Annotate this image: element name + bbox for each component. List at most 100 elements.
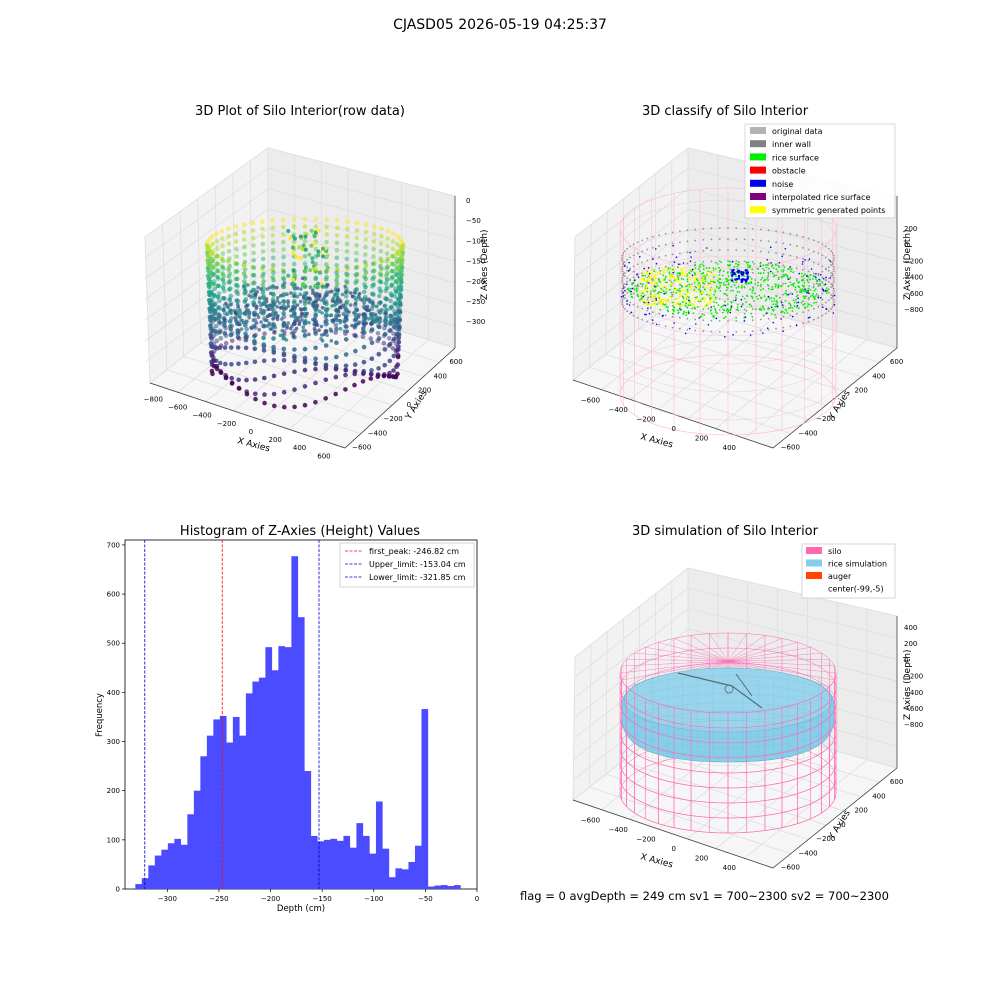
- spike-point: [298, 234, 303, 239]
- rice-surface-point: [814, 295, 817, 297]
- symmetric-point: [653, 300, 656, 303]
- rice-surface-point: [665, 291, 668, 294]
- inner-wall-point: [759, 250, 762, 253]
- rice-surface-point: [747, 264, 749, 267]
- wall-point: [368, 328, 374, 334]
- rice-surface-point: [687, 310, 690, 313]
- inner-wall-point: [646, 248, 649, 251]
- symmetric-point: [713, 297, 716, 300]
- rice-surface-point: [703, 283, 705, 285]
- auger-line: [677, 672, 733, 687]
- wall-point: [394, 241, 400, 247]
- noise-point: [689, 260, 692, 263]
- rice-surface-point: [644, 274, 647, 277]
- wall-point: [375, 331, 381, 336]
- symmetric-point: [704, 297, 707, 300]
- inner-wall-point: [702, 330, 705, 333]
- grid-line: [687, 587, 898, 639]
- rice-surface-point: [732, 299, 735, 302]
- rice-surface-point: [813, 298, 816, 300]
- noise-point: [804, 288, 806, 290]
- symmetric-point: [679, 292, 682, 295]
- wall-point: [270, 233, 276, 238]
- spike-point: [317, 270, 322, 275]
- noise-point: [645, 314, 647, 316]
- inner-wall-point: [629, 256, 631, 259]
- surface-point: [268, 313, 273, 318]
- wall-point: [292, 299, 297, 304]
- silo-roof-line: [619, 660, 729, 674]
- auger-line: [735, 673, 753, 697]
- spike-point: [308, 268, 313, 273]
- plot1-z-tick: −50: [466, 217, 481, 225]
- rice-surface-point: [726, 303, 729, 305]
- rice-surface-point: [641, 292, 644, 295]
- symmetric-point: [668, 277, 671, 280]
- inner-wall-point: [694, 261, 697, 264]
- rice-surface-point: [693, 282, 696, 284]
- wall-point: [398, 284, 403, 290]
- inner-wall-point: [624, 308, 626, 310]
- surface-point: [275, 299, 280, 303]
- surface-point: [337, 300, 342, 304]
- rice-surface-point: [746, 294, 748, 297]
- inner-wall-point: [767, 262, 770, 265]
- inner-wall-point: [833, 257, 835, 259]
- symmetric-point: [709, 299, 711, 302]
- symmetric-point: [650, 280, 653, 283]
- wall-point: [241, 222, 247, 227]
- wall-point: [392, 301, 398, 306]
- wall-point: [215, 246, 220, 251]
- wall-point: [369, 291, 375, 297]
- wall-point: [323, 314, 329, 320]
- inner-wall-point: [664, 243, 667, 246]
- surface-point: [235, 302, 240, 307]
- grid-line: [622, 761, 827, 826]
- rice-surface-point: [712, 276, 715, 279]
- noise-point: [630, 311, 633, 314]
- wall-point: [271, 277, 276, 283]
- rice-surface-point: [729, 268, 732, 271]
- rice-surface-point: [632, 282, 635, 285]
- symmetric-point: [680, 269, 683, 272]
- histogram-bar: [349, 847, 357, 889]
- wall-point: [208, 266, 213, 272]
- wall-point: [251, 250, 256, 256]
- rice-surface-point: [639, 282, 642, 285]
- noise-point: [833, 294, 836, 297]
- noise-point: [626, 300, 628, 302]
- rice-surface-point: [667, 306, 669, 309]
- inner-wall-point: [621, 265, 624, 268]
- plot4-z-tick: −600: [904, 705, 923, 713]
- wall-point: [370, 284, 375, 289]
- rice-surface-point: [724, 315, 727, 318]
- wall-point: [234, 261, 240, 267]
- surface-point: [235, 320, 239, 324]
- inner-wall-point: [679, 230, 681, 233]
- inner-wall-point: [827, 310, 830, 313]
- noise-point: [673, 322, 675, 324]
- surface-point: [254, 321, 259, 325]
- wall-point: [291, 216, 297, 222]
- noise-point: [655, 297, 657, 300]
- rice-surface-point: [677, 276, 680, 279]
- plot2-z-tick: 0: [904, 241, 908, 249]
- silo-roof-line: [727, 659, 830, 662]
- rice-surface-point: [808, 303, 811, 306]
- rice-surface-point: [776, 270, 779, 273]
- rice-surface-point: [762, 280, 765, 283]
- inner-wall-point: [624, 297, 626, 299]
- noise-point: [769, 246, 772, 248]
- inner-wall-point: [817, 274, 820, 277]
- rice-surface-point: [714, 261, 717, 264]
- noise-point: [818, 278, 820, 281]
- surface-point: [295, 303, 300, 307]
- rice-surface-point: [664, 292, 667, 295]
- surface-point: [268, 291, 273, 296]
- histogram-bars: [135, 556, 461, 889]
- spike-point: [291, 268, 296, 273]
- noise-point: [631, 287, 634, 290]
- wall-point: [369, 368, 374, 373]
- inner-wall-point: [830, 294, 832, 296]
